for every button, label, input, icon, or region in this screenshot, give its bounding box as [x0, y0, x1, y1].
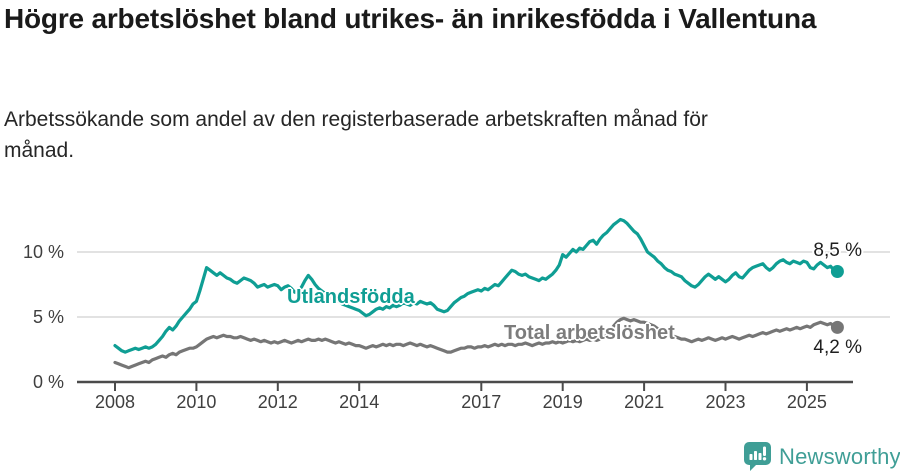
y-tick-label-0: 0 %	[32, 372, 64, 392]
newsworthy-brand: Newsworthy	[744, 442, 900, 471]
x-tick-label-2010: 2010	[176, 392, 217, 412]
page-subtitle: Arbetssökande som andel av den registerb…	[4, 108, 708, 162]
x-tick-label-2012: 2012	[257, 392, 298, 412]
newsworthy-logo-text: Newsworthy	[779, 443, 900, 469]
x-tick-label-2014: 2014	[339, 392, 380, 412]
series-end-dot	[830, 265, 844, 278]
x-tick-label-2023: 2023	[705, 392, 746, 412]
end-value-label-utlandsfodda: 8,5 %	[813, 240, 862, 261]
series-line-total-arbetsl-shet	[113, 316, 840, 370]
page-title: Högre arbetslöshet bland utrikes- än inr…	[4, 3, 817, 34]
x-tick-label-2025: 2025	[786, 392, 827, 412]
x-tick-label-2008: 2008	[94, 392, 136, 412]
x-tick-label-2019: 2019	[542, 392, 583, 412]
series-end-dot	[830, 320, 844, 334]
end-value-label-total: 4,2 %	[813, 337, 862, 358]
series-label-total: Total arbetslöshet	[504, 322, 675, 344]
y-tick-label-5: 5 %	[32, 307, 64, 327]
series-label-utlandsfodda: Utlandsfödda	[287, 286, 415, 308]
series-line-utlandsf-dda	[113, 217, 840, 354]
newsworthy-logo-icon	[744, 442, 771, 471]
x-tick-label-2017: 2017	[461, 392, 502, 412]
x-tick-label-2021: 2021	[624, 392, 665, 412]
y-tick-label-10: 10 %	[22, 242, 64, 262]
